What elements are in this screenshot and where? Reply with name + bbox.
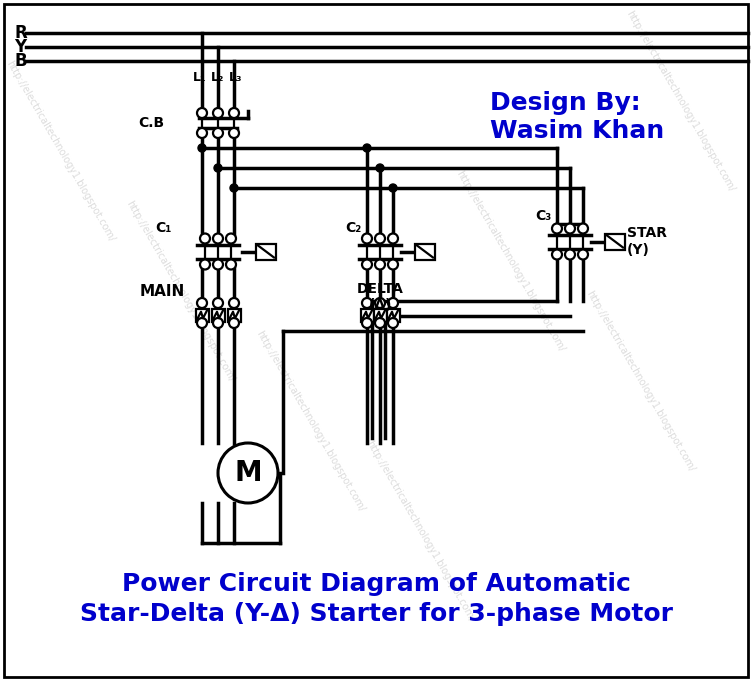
Circle shape [565,249,575,259]
Circle shape [213,298,223,308]
Text: Design By:: Design By: [490,91,641,115]
FancyBboxPatch shape [228,308,241,321]
Circle shape [375,234,385,244]
Text: C₃: C₃ [535,209,552,223]
Circle shape [229,318,239,328]
Text: http://electricaltechnology1.blogspot.com/: http://electricaltechnology1.blogspot.co… [584,289,696,473]
Text: L₂: L₂ [211,71,225,84]
Circle shape [213,234,223,244]
Circle shape [375,259,385,270]
Circle shape [362,318,372,328]
Circle shape [388,259,398,270]
Circle shape [578,249,588,259]
Circle shape [388,298,398,308]
Text: MAIN: MAIN [139,284,185,299]
Circle shape [213,108,223,118]
FancyBboxPatch shape [605,234,625,249]
Text: C₂: C₂ [346,221,362,235]
Circle shape [375,298,385,308]
Circle shape [200,259,210,270]
FancyBboxPatch shape [256,244,276,259]
Circle shape [230,184,238,192]
Text: Y: Y [14,38,26,56]
Text: C.B: C.B [138,116,164,130]
Text: L₃: L₃ [229,71,243,84]
Circle shape [375,318,385,328]
Circle shape [197,128,207,138]
Text: http://electricaltechnology1.blogspot.com/: http://electricaltechnology1.blogspot.co… [454,169,566,353]
Text: STAR
(Y): STAR (Y) [627,226,667,257]
Circle shape [229,128,239,138]
FancyBboxPatch shape [196,308,208,321]
FancyBboxPatch shape [415,244,435,259]
Text: L₁: L₁ [193,71,207,84]
Text: DELTA
(Δ): DELTA (Δ) [356,282,403,312]
Circle shape [198,144,206,152]
Circle shape [197,318,207,328]
FancyBboxPatch shape [387,308,399,321]
Circle shape [214,164,222,172]
Circle shape [213,128,223,138]
Circle shape [229,108,239,118]
Text: http://electricaltechnology1.blogspot.com/: http://electricaltechnology1.blogspot.co… [254,329,366,513]
Text: M: M [234,459,262,487]
Circle shape [363,144,371,152]
Text: R: R [14,24,27,42]
Text: Power Circuit Diagram of Automatic: Power Circuit Diagram of Automatic [122,572,630,596]
Circle shape [389,184,397,192]
Circle shape [197,108,207,118]
FancyBboxPatch shape [360,308,374,321]
Circle shape [200,234,210,244]
FancyBboxPatch shape [374,308,387,321]
Circle shape [552,249,562,259]
Circle shape [388,318,398,328]
Circle shape [565,223,575,234]
Circle shape [197,298,207,308]
Text: Wasim Khan: Wasim Khan [490,119,664,143]
Circle shape [218,443,278,503]
Text: Star-Delta (Y-Δ) Starter for 3-phase Motor: Star-Delta (Y-Δ) Starter for 3-phase Mot… [80,602,672,626]
Text: http://electricaltechnology1.blogspot.com/: http://electricaltechnology1.blogspot.co… [364,439,476,623]
Text: http://electricaltechnology1.blogspot.com/: http://electricaltechnology1.blogspot.co… [124,199,236,383]
Circle shape [362,259,372,270]
Text: http://electricaltechnology1.blogspot.com/: http://electricaltechnology1.blogspot.co… [4,59,116,243]
Circle shape [578,223,588,234]
Circle shape [362,234,372,244]
Circle shape [552,223,562,234]
Circle shape [226,259,236,270]
Text: B: B [14,52,26,70]
Circle shape [362,298,372,308]
Circle shape [213,318,223,328]
Circle shape [213,259,223,270]
Circle shape [226,234,236,244]
Text: http://electricaltechnology1.blogspot.com/: http://electricaltechnology1.blogspot.co… [624,9,736,193]
Circle shape [388,234,398,244]
Circle shape [229,298,239,308]
Text: C₁: C₁ [156,221,172,235]
FancyBboxPatch shape [211,308,225,321]
Circle shape [376,164,384,172]
